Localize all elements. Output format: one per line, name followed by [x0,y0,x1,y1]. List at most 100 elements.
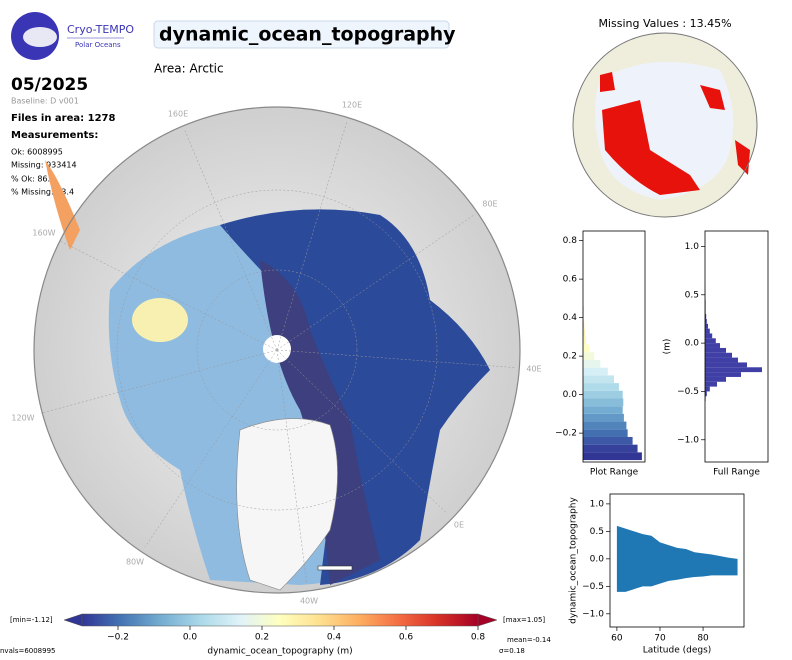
histogram-bar [705,347,726,353]
histogram-bar [583,352,595,360]
y-tick-label: 0.4 [563,313,578,323]
histogram-bar [705,318,707,324]
parallel [196,269,358,431]
histogram-bar [705,328,710,334]
histogram-bar [583,375,614,384]
colorbar-tick-label: 0.6 [399,633,414,643]
colorbar-max-arrow [477,613,498,627]
x-tick-label: 70 [654,634,666,644]
meridian [60,240,278,351]
histogram-bar [583,429,628,437]
colorbar-tick-label: 0.0 [183,633,198,643]
colorbar-min-arrow [63,613,83,627]
colorbar [81,613,479,627]
ok-count: Ok: 6008995 [11,148,63,157]
y-tick-label: 1.0 [685,242,700,252]
y-tick-label: −0.5 [677,387,699,397]
logo: Cryo-TEMPO Polar Oceans [11,12,134,60]
y-tick-label: 0.0 [590,554,605,564]
y-tick-label: 1.0 [590,499,605,509]
y-tick-label: −1.0 [677,435,699,445]
x-tick-label: 80 [697,634,709,644]
x-axis-label: Full Range [713,468,760,478]
meridian [40,349,278,414]
lon-label: 120W [11,414,34,423]
lon-label: 0E [454,521,464,530]
histogram-bar [583,406,623,414]
lon-label: 160W [32,229,55,238]
pct-missing: % Missing: 13.4 [11,188,74,197]
histogram-bar [583,321,585,330]
histogram-bar [583,390,623,399]
lon-label: 160E [168,110,188,119]
meridian [144,349,278,548]
histogram-bar [583,421,627,430]
max-label: [max=1.05] [503,616,545,624]
histogram-bar [583,383,619,391]
histogram-bar [705,343,720,348]
histogram-bar [583,367,608,376]
colorbar-tick-label: −0.2 [107,633,129,643]
sigma: σ=0.18 [499,647,525,655]
y-tick-label: −1.0 [582,609,604,619]
logo-name: Cryo-TEMPO [67,23,134,36]
histogram-bar [705,338,716,344]
histogram-bar [705,367,762,373]
colorbar-tick-label: 0.8 [471,633,486,643]
meridian [276,349,447,513]
histogram-bar [705,323,708,329]
meridian [276,349,308,584]
histogram-bar [705,362,747,368]
missing-map [572,32,758,218]
y-axis-label: (m) [663,339,673,355]
histogram-bar [705,314,707,319]
histogram-bar [583,336,587,345]
y-tick-label: 0.5 [685,290,699,300]
x-tick-label: 60 [611,634,623,644]
min-label: [min=-1.12] [10,616,53,624]
colorbar-tick-label: 0.4 [327,633,342,643]
measurements: Measurements: [11,130,98,141]
histogram-bar [705,352,732,358]
histogram-bar [583,452,642,461]
histogram-bar [583,344,590,353]
y-tick-label: −0.2 [555,429,577,439]
date: 05/2025 [11,75,88,95]
lon-label: 40E [526,365,541,374]
colorbar-tick-label: 0.2 [255,633,269,643]
histogram-bar [705,376,726,382]
y-tick-label: 0.0 [685,339,700,349]
histogram-bar [705,357,738,363]
histogram-bar [583,444,638,453]
colorbar-label: dynamic_ocean_topography (m) [207,647,352,657]
histogram-bar [705,381,717,387]
pct-ok: % Ok: 86.6 [11,175,55,184]
histogram-bar [705,391,707,397]
y-tick-label: 0.0 [563,390,578,400]
y-tick-label: 0.8 [563,236,578,246]
area: Area: Arctic [154,62,224,76]
histogram-bar [583,329,585,337]
y-tick-label: 0.2 [563,352,577,362]
title: dynamic_ocean_topography [159,24,456,46]
histogram-bar [583,359,601,368]
histogram-bar [583,436,633,445]
lon-label: 80W [126,558,144,567]
x-axis-label: Plot Range [590,468,639,478]
x-axis-label: Latitude (degs) [643,646,712,656]
y-tick-label: −0.5 [582,582,604,592]
axes-frame [704,230,769,463]
files: Files in area: 1278 [11,113,115,124]
histogram-bar [705,333,713,339]
axes-frame [609,493,745,628]
lon-label: 120E [342,101,362,110]
y-axis-label: dynamic_ocean_topography [569,497,579,624]
histogram-bar [583,413,624,422]
y-tick-label: 0.6 [563,275,578,285]
lon-label: 40W [300,597,318,606]
mean: mean=-0.14 [507,636,551,644]
missing-count: Missing: 933414 [11,161,77,170]
histogram-bar [705,372,741,377]
missing-title: Missing Values : 13.45% [598,17,731,30]
